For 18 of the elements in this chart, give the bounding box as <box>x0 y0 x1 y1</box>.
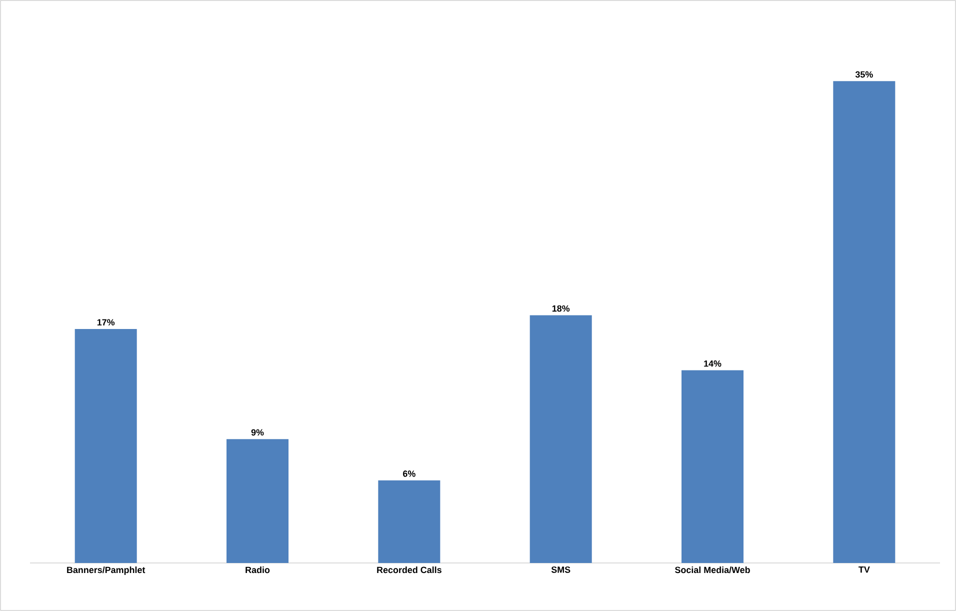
x-tick-label: TV <box>858 566 870 573</box>
data-label: 18% <box>552 305 570 312</box>
x-tick-label: SMS <box>551 566 570 573</box>
data-label: 6% <box>403 470 416 477</box>
data-label: 14% <box>704 360 722 367</box>
bar <box>74 328 137 563</box>
bar <box>682 370 744 563</box>
bar <box>530 315 592 563</box>
data-label: 35% <box>855 71 873 78</box>
data-label: 9% <box>251 429 264 436</box>
x-tick-label: Banners/Pamphlet <box>67 566 146 575</box>
x-tick-label: Recorded Calls <box>377 566 442 574</box>
x-tick-label: Social Media/Web <box>674 566 750 574</box>
x-tick-label: Radio <box>246 566 270 574</box>
bar <box>833 81 896 563</box>
bar <box>378 480 440 563</box>
data-label: 17% <box>97 319 115 326</box>
bar <box>226 439 289 563</box>
